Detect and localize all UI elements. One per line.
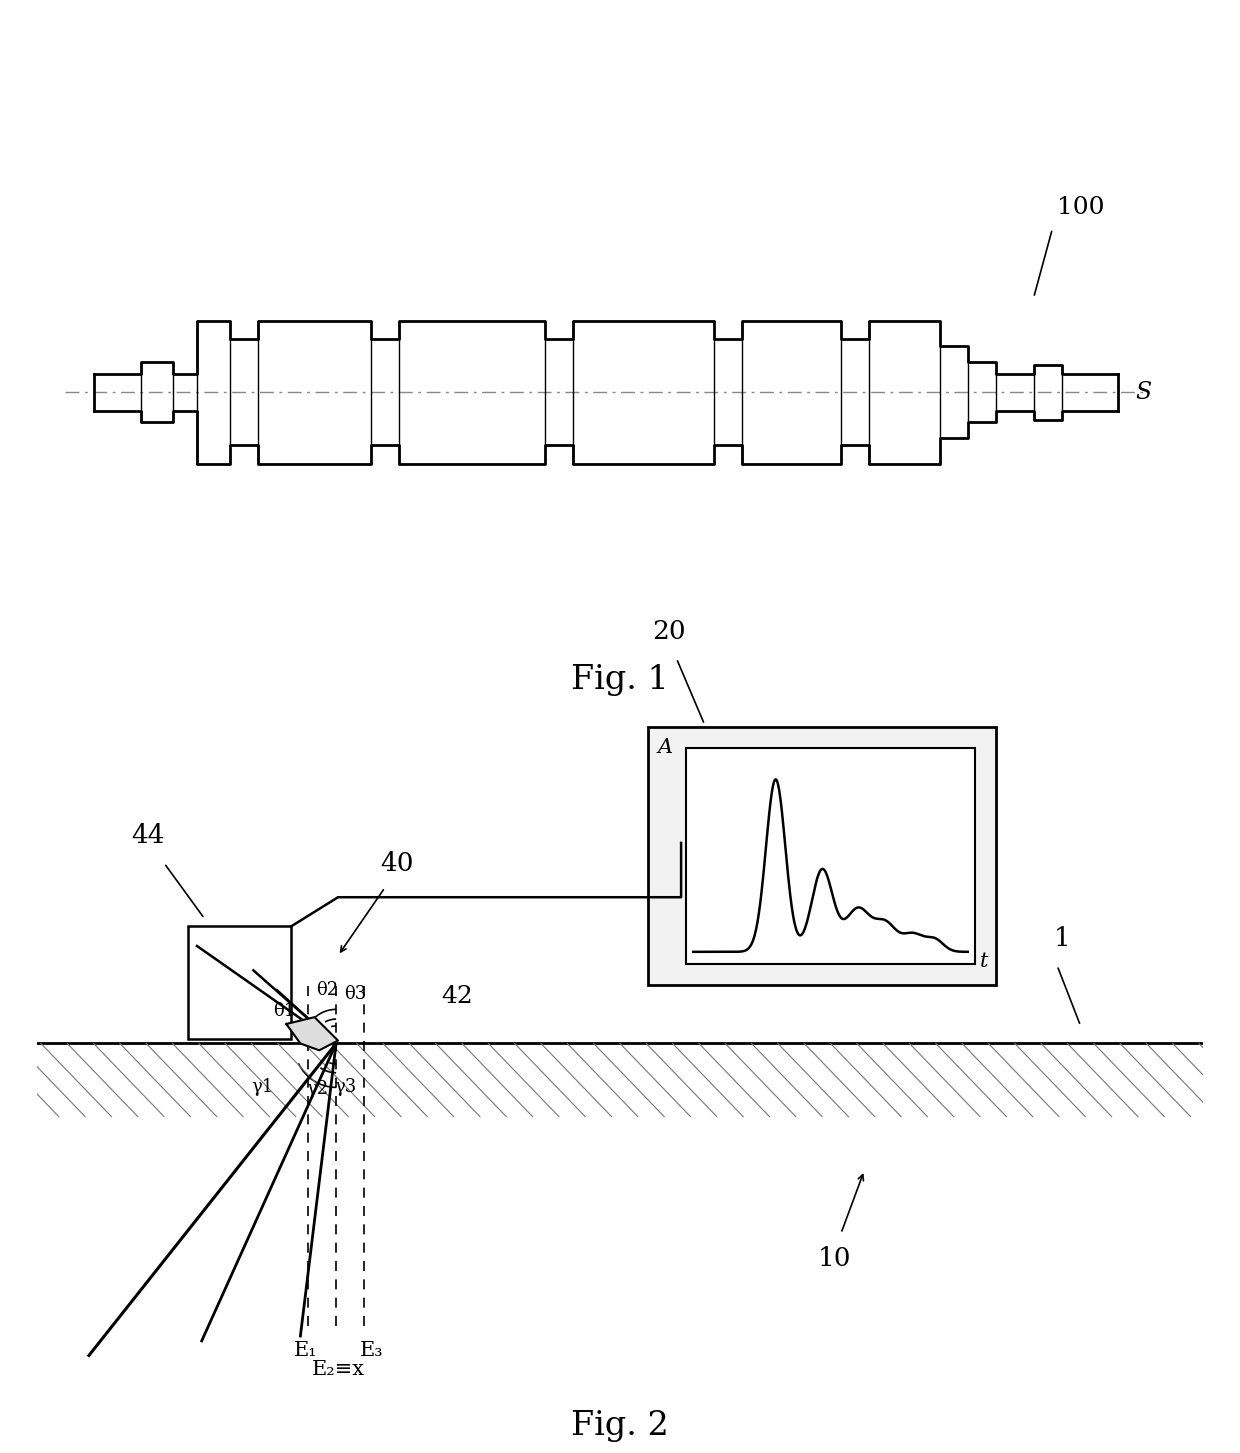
Text: E₂≡x: E₂≡x — [311, 1360, 365, 1379]
Text: t: t — [980, 952, 988, 972]
Text: θ2: θ2 — [316, 981, 337, 998]
Text: 10: 10 — [817, 1247, 851, 1271]
Text: Fig. 1: Fig. 1 — [572, 664, 668, 696]
Text: E₃: E₃ — [360, 1341, 383, 1360]
Text: 100: 100 — [1056, 196, 1105, 219]
Text: 40: 40 — [381, 851, 414, 876]
Text: γ1: γ1 — [252, 1078, 274, 1096]
Text: A: A — [657, 738, 673, 757]
Text: θ1: θ1 — [273, 1003, 295, 1020]
Text: γ3: γ3 — [335, 1078, 357, 1096]
Text: Fig. 2: Fig. 2 — [572, 1409, 668, 1441]
Text: 20: 20 — [652, 619, 686, 644]
Bar — [187, 927, 291, 1039]
Text: 42: 42 — [441, 985, 474, 1008]
Text: E₁: E₁ — [294, 1341, 317, 1360]
Text: 44: 44 — [131, 824, 165, 849]
Bar — [686, 748, 976, 963]
Polygon shape — [286, 1017, 339, 1051]
Text: θ3: θ3 — [343, 985, 366, 1003]
Text: 1: 1 — [1054, 926, 1070, 950]
Bar — [649, 726, 996, 985]
Text: S: S — [1135, 381, 1151, 404]
Text: γ2: γ2 — [306, 1080, 329, 1098]
